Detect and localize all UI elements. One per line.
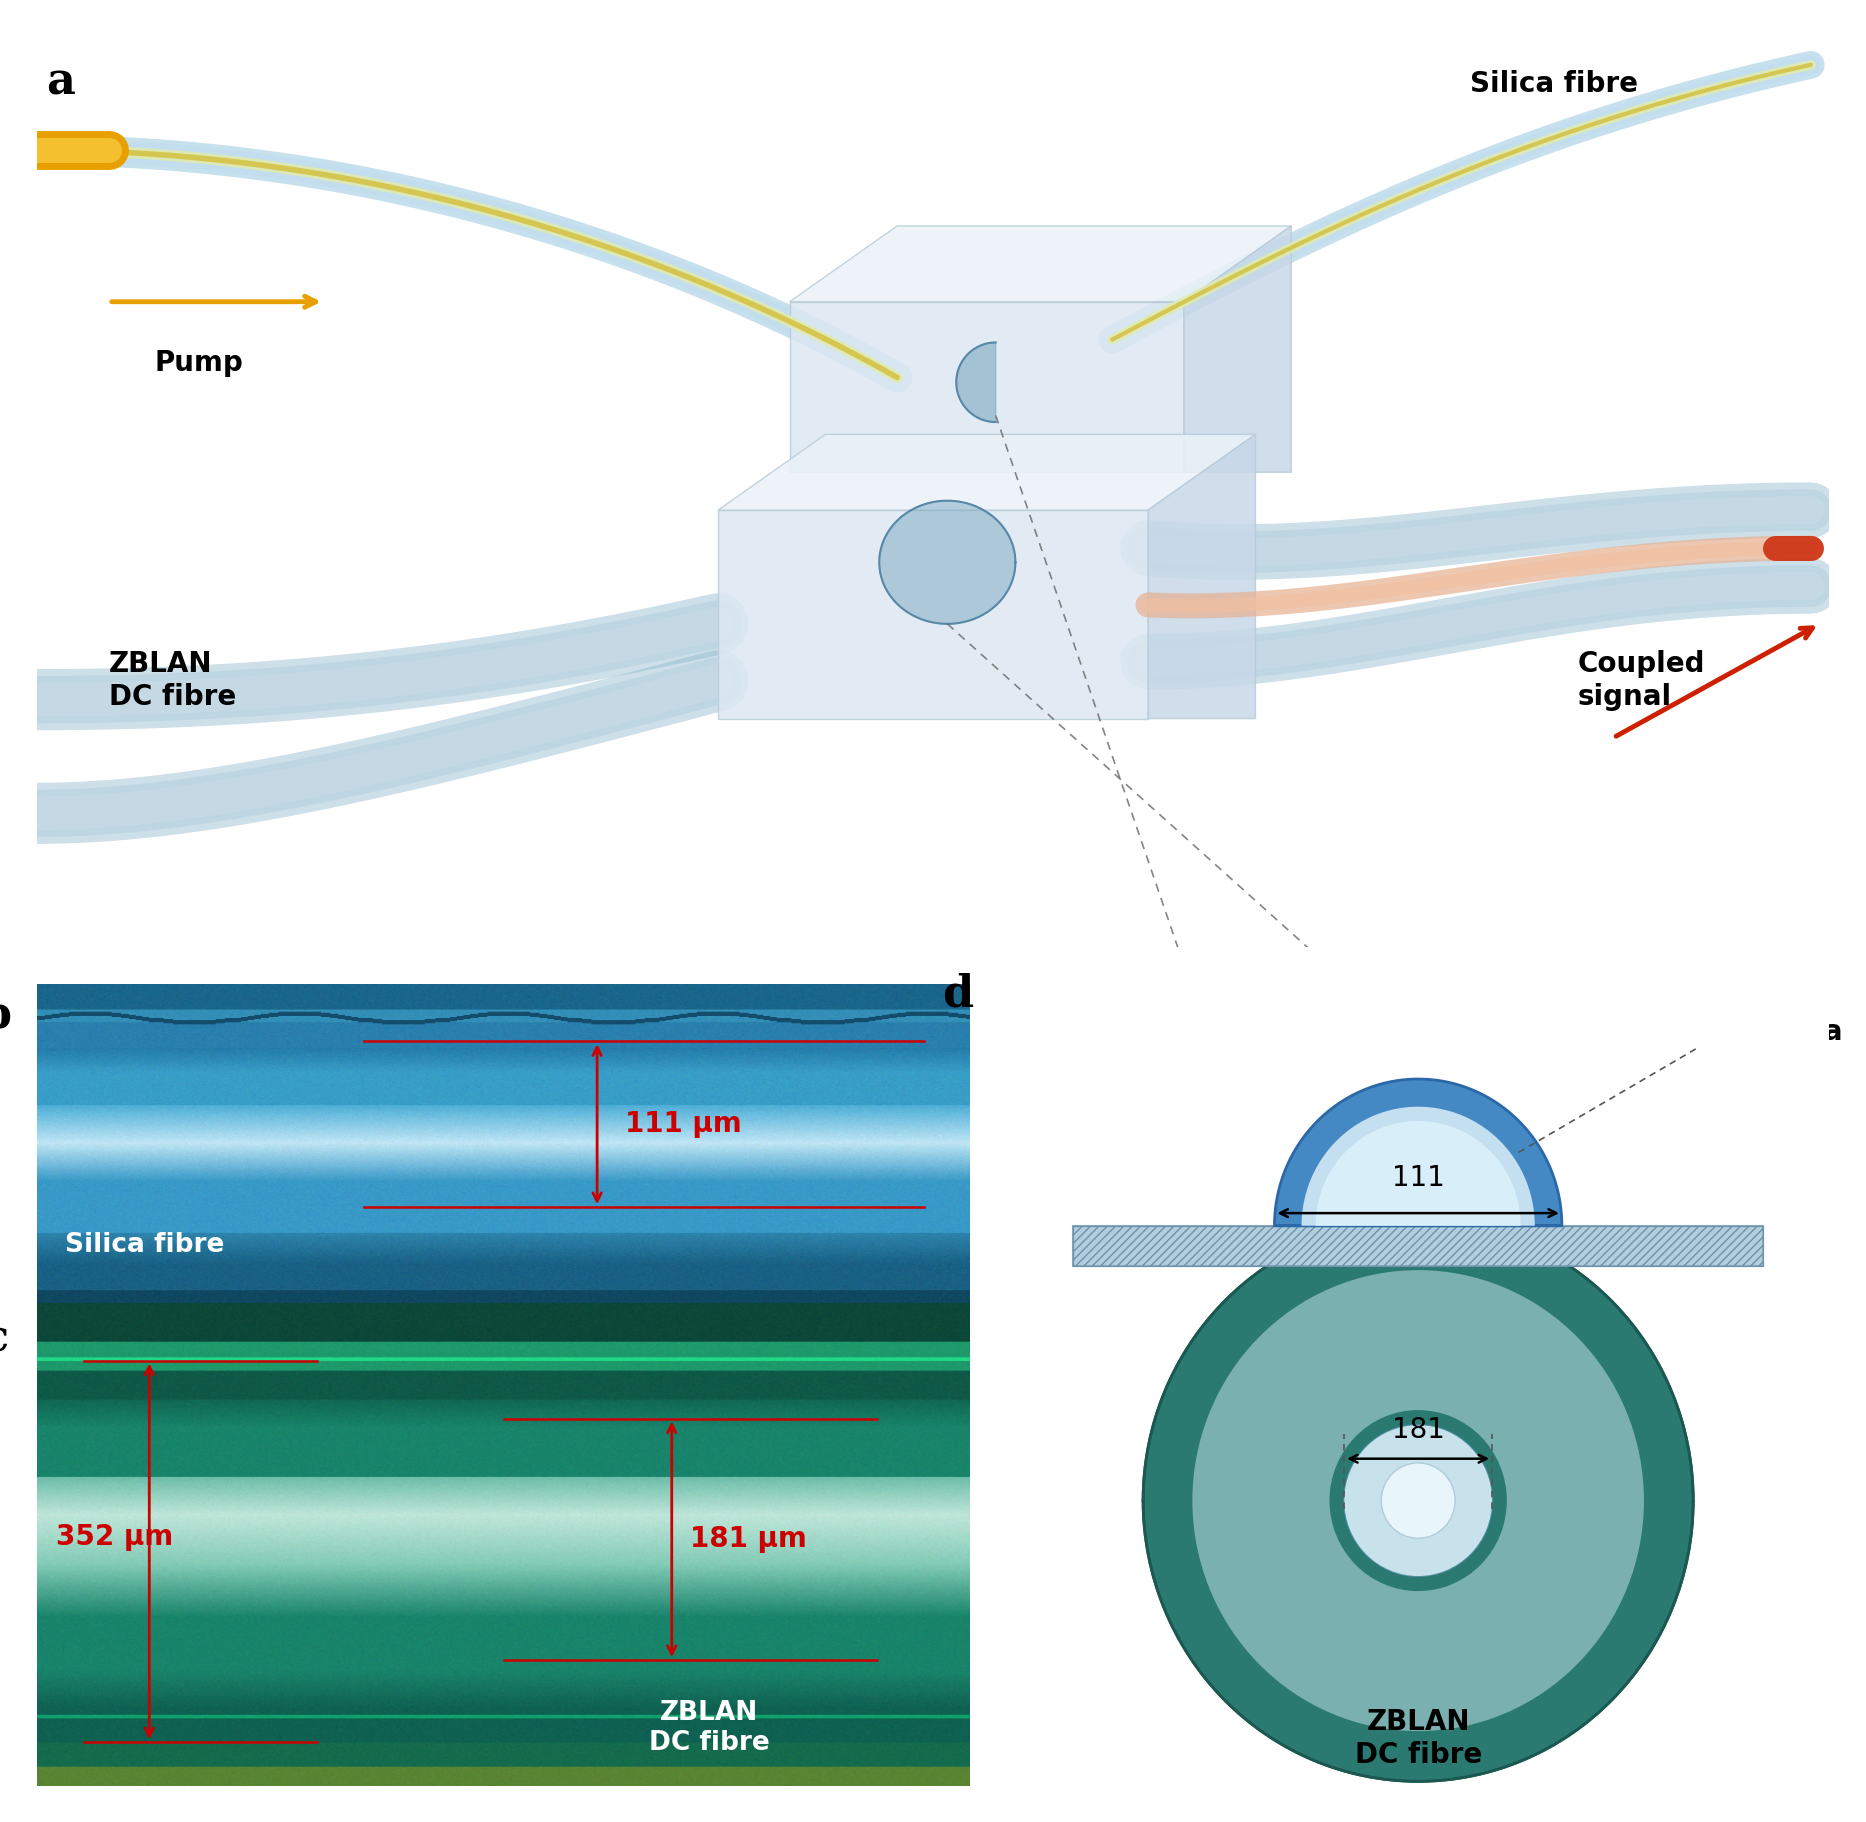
Polygon shape bbox=[1274, 1079, 1562, 1226]
Polygon shape bbox=[879, 501, 1015, 623]
Polygon shape bbox=[1183, 226, 1291, 472]
Text: Pump: Pump bbox=[155, 350, 243, 377]
Text: ZBLAN
DC fibre: ZBLAN DC fibre bbox=[649, 1700, 769, 1756]
Polygon shape bbox=[955, 343, 996, 423]
Polygon shape bbox=[718, 510, 1148, 718]
Bar bbox=[1008, 947, 1829, 1266]
Text: Silica fibre: Silica fibre bbox=[65, 1232, 224, 1259]
Text: Coupled
signal: Coupled signal bbox=[1579, 650, 1706, 711]
Circle shape bbox=[1344, 1425, 1493, 1576]
Polygon shape bbox=[718, 434, 1256, 510]
Circle shape bbox=[1329, 1410, 1508, 1591]
Text: MM silica
fibre: MM silica fibre bbox=[1698, 1018, 1844, 1079]
Text: d: d bbox=[942, 973, 972, 1015]
Text: 181: 181 bbox=[1392, 1416, 1444, 1443]
Polygon shape bbox=[789, 302, 1183, 472]
Text: ZBLAN
DC fibre: ZBLAN DC fibre bbox=[108, 650, 237, 711]
Text: Silica fibre: Silica fibre bbox=[1470, 69, 1638, 98]
Text: c: c bbox=[0, 1317, 9, 1361]
Text: ZBLAN
DC fibre: ZBLAN DC fibre bbox=[1355, 1709, 1482, 1769]
Circle shape bbox=[1144, 1221, 1692, 1782]
Polygon shape bbox=[1302, 1106, 1534, 1226]
Text: 111 μm: 111 μm bbox=[625, 1110, 743, 1139]
Polygon shape bbox=[1148, 434, 1256, 718]
Text: 111: 111 bbox=[1392, 1164, 1444, 1192]
Bar bbox=[1073, 1226, 1763, 1266]
Circle shape bbox=[1192, 1270, 1644, 1731]
Text: 181 μm: 181 μm bbox=[690, 1525, 808, 1554]
Text: a: a bbox=[47, 60, 75, 104]
Text: 352 μm: 352 μm bbox=[56, 1523, 174, 1551]
Polygon shape bbox=[789, 226, 1291, 302]
Text: b: b bbox=[0, 993, 13, 1037]
Circle shape bbox=[1381, 1463, 1455, 1538]
Circle shape bbox=[1344, 1425, 1493, 1576]
Polygon shape bbox=[1316, 1121, 1521, 1226]
Bar bbox=[1073, 1226, 1763, 1266]
